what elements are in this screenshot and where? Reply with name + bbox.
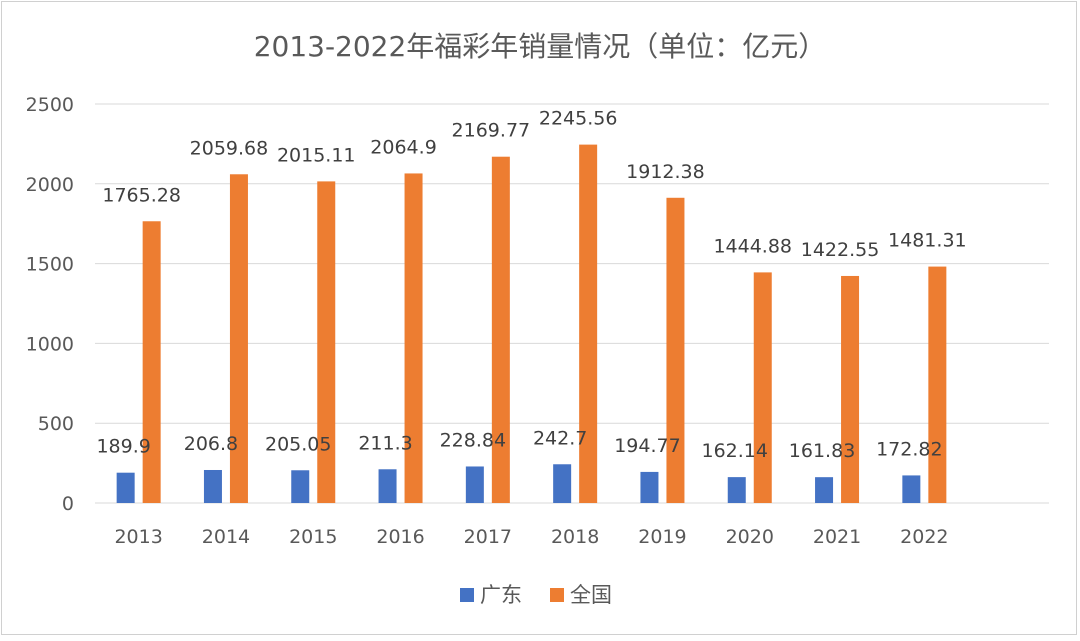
- data-label: 205.05: [265, 433, 331, 455]
- y-tick-label: 0: [62, 493, 74, 515]
- data-label: 1912.38: [626, 161, 705, 183]
- data-label: 1765.28: [102, 184, 181, 206]
- bar-guangdong: [378, 469, 397, 503]
- grid-lines: [95, 103, 1049, 504]
- y-tick-label: 2500: [26, 94, 74, 116]
- x-tick-label: 2019: [638, 526, 686, 548]
- chart-title: 2013-2022年福彩年销量情况（单位：亿元）: [254, 30, 827, 63]
- y-axis-tick-labels: 0 500 1000 1500 2000 2500: [26, 94, 74, 515]
- data-label: 206.8: [184, 433, 238, 455]
- bar-national: [229, 174, 248, 503]
- x-tick-label: 2017: [464, 526, 512, 548]
- data-labels: 189.9 1765.28 206.8 2059.68 205.05 2015.11 211…: [96, 108, 966, 463]
- x-tick-label: 2015: [289, 526, 337, 548]
- data-label: 172.82: [876, 438, 942, 460]
- bar-national: [142, 221, 161, 504]
- bar-guangdong: [465, 466, 484, 503]
- bar-national: [579, 144, 598, 503]
- x-tick-label: 2018: [551, 526, 599, 548]
- legend-swatch: [550, 588, 564, 602]
- data-label: 2059.68: [190, 137, 269, 159]
- data-label: 1481.31: [888, 230, 967, 252]
- data-label: 161.83: [789, 440, 855, 462]
- bar-national: [317, 181, 336, 504]
- bar-guangdong: [640, 471, 659, 503]
- data-label: 1422.55: [801, 239, 880, 261]
- x-tick-label: 2021: [813, 526, 861, 548]
- x-tick-label: 2022: [900, 526, 948, 548]
- data-label: 228.84: [440, 429, 506, 451]
- bar-national: [666, 197, 685, 503]
- x-axis-tick-labels: 2013 2014 2015 2016 2017 2018 2019 2020 2021 2022: [114, 526, 948, 548]
- x-tick-label: 2016: [376, 526, 424, 548]
- x-tick-label: 2013: [114, 526, 162, 548]
- legend-label: 全国: [570, 583, 612, 607]
- bar-guangdong: [553, 464, 572, 503]
- bar-guangdong: [727, 477, 746, 503]
- y-tick-label: 2000: [26, 174, 74, 196]
- data-label: 2015.11: [277, 144, 356, 166]
- bar-national: [928, 266, 947, 503]
- data-label: 211.3: [358, 432, 412, 454]
- legend-label: 广东: [480, 583, 522, 607]
- legend-swatch: [460, 588, 474, 602]
- legend: 广东 全国: [460, 583, 612, 607]
- data-label: 1444.88: [713, 235, 792, 257]
- y-tick-label: 1500: [26, 254, 74, 276]
- bar-guangdong: [291, 470, 310, 503]
- bar-national: [753, 272, 772, 503]
- data-label: 189.9: [96, 436, 150, 458]
- data-label: 2245.56: [539, 108, 618, 130]
- y-tick-label: 1000: [26, 333, 74, 355]
- data-label: 162.14: [702, 440, 768, 462]
- bar-guangdong: [815, 477, 834, 503]
- y-tick-label: 500: [38, 413, 74, 435]
- data-label: 2169.77: [452, 120, 531, 142]
- bar-guangdong: [203, 469, 222, 503]
- bar-national: [491, 156, 510, 503]
- x-tick-label: 2014: [202, 526, 250, 548]
- data-label: 194.77: [614, 435, 680, 457]
- bar-national: [841, 275, 860, 503]
- bars: [116, 144, 947, 504]
- data-label: 2064.9: [370, 136, 436, 158]
- bar-guangdong: [116, 472, 135, 503]
- data-label: 242.7: [533, 427, 587, 449]
- x-tick-label: 2020: [726, 526, 774, 548]
- bar-national: [404, 173, 423, 503]
- bar-guangdong: [902, 475, 921, 503]
